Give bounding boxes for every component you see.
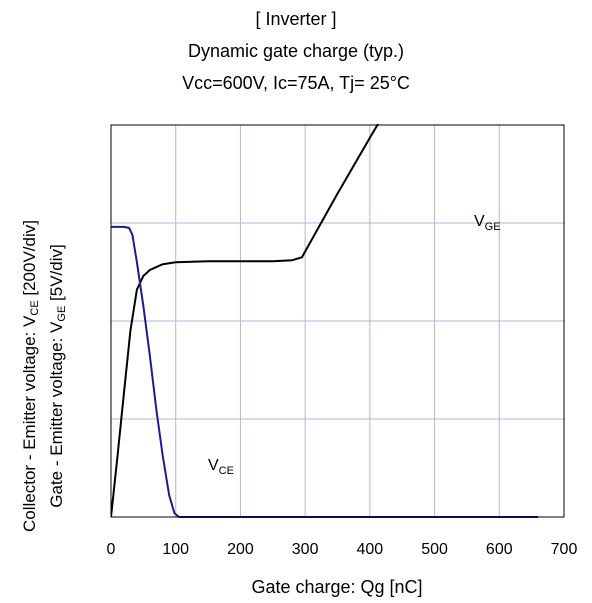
x-tick-labels: 0 100 200 300 400 500 600 700 [107, 541, 578, 558]
y-axis-label-outer-sub: CE [29, 300, 41, 315]
y-axis-label-inner-sub: GE [56, 306, 68, 322]
y-axis-label-inner-suffix: [5V/div] [47, 244, 66, 305]
y-axis-label-outer-suffix: [200V/div] [20, 220, 39, 300]
x-tick-label: 500 [421, 541, 448, 558]
y-axis-label-outer-prefix: Collector - Emitter voltage: V [20, 315, 39, 532]
y-axis-label-inner-prefix: Gate - Emitter voltage: V [47, 321, 66, 508]
x-tick-label: 400 [357, 541, 384, 558]
x-tick-label: 600 [486, 541, 513, 558]
x-tick-label: 300 [292, 541, 319, 558]
x-tick-label: 700 [551, 541, 578, 558]
x-tick-label: 100 [162, 541, 189, 558]
chart-title-line-2: Dynamic gate charge (typ.) [187, 41, 405, 61]
x-tick-label: 200 [227, 541, 254, 558]
series-line-vce [111, 225, 539, 518]
chart-title-line-1: [ Inverter ] [255, 9, 337, 29]
series-label-vce: VCE [208, 457, 234, 477]
chart-title-line-3: Vcc=600V, Ic=75A, Tj= 25°C [182, 73, 410, 93]
series-line-vge [111, 124, 380, 518]
x-axis-label: Gate charge: Qg [nC] [251, 577, 422, 597]
y-axis-label-inner: Gate - Emitter voltage: VGE [5V/div] [47, 244, 68, 507]
grid [111, 125, 564, 517]
series-layer [111, 124, 539, 518]
series-labels: VGE VCE [208, 213, 501, 477]
x-tick-label: 0 [107, 541, 116, 558]
plot-frame [110, 124, 565, 518]
series-label-vge: VGE [474, 213, 501, 233]
y-axis-label-outer: Collector - Emitter voltage: VCE [200V/d… [20, 220, 41, 532]
